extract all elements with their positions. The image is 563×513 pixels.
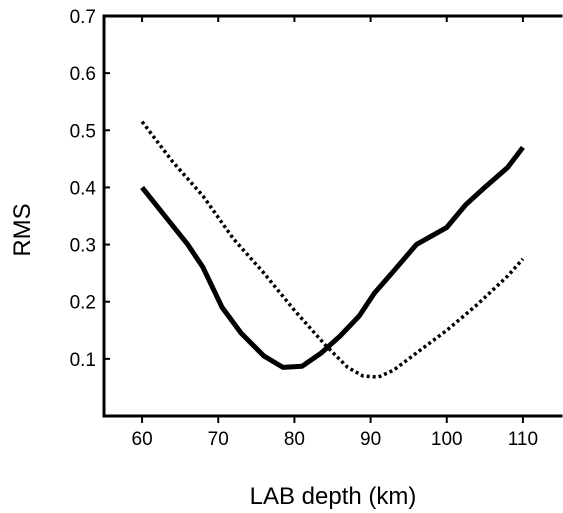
- dotted-series-line: [140, 120, 525, 379]
- series-layer: [140, 120, 525, 379]
- y-tick-label: 0.2: [70, 293, 96, 314]
- x-axis-label: LAB depth (km): [250, 483, 417, 510]
- y-tick-label: 0.5: [70, 121, 96, 142]
- x-tick-label: 70: [208, 429, 229, 450]
- x-tick-label: 80: [284, 429, 305, 450]
- y-tick-label: 0.4: [70, 178, 97, 199]
- y-tick-label: 0.7: [70, 7, 96, 28]
- y-tick-label: 0.6: [70, 64, 96, 85]
- y-axis-label: RMS: [9, 203, 36, 256]
- x-tick-label: 110: [508, 429, 538, 450]
- x-axis-ticks: 60 70 80 90 100 110: [132, 16, 538, 450]
- y-tick-label: 0.1: [70, 350, 96, 371]
- solid-series-line: [140, 145, 525, 370]
- plot-frame: [102, 14, 563, 418]
- x-tick-label: 100: [431, 429, 463, 450]
- y-axis-ticks: 0.1 0.2 0.3 0.4 0.5 0.6 0.7: [70, 7, 110, 371]
- x-tick-label: 60: [132, 429, 153, 450]
- y-tick-label: 0.3: [70, 236, 96, 257]
- x-tick-label: 90: [360, 429, 381, 450]
